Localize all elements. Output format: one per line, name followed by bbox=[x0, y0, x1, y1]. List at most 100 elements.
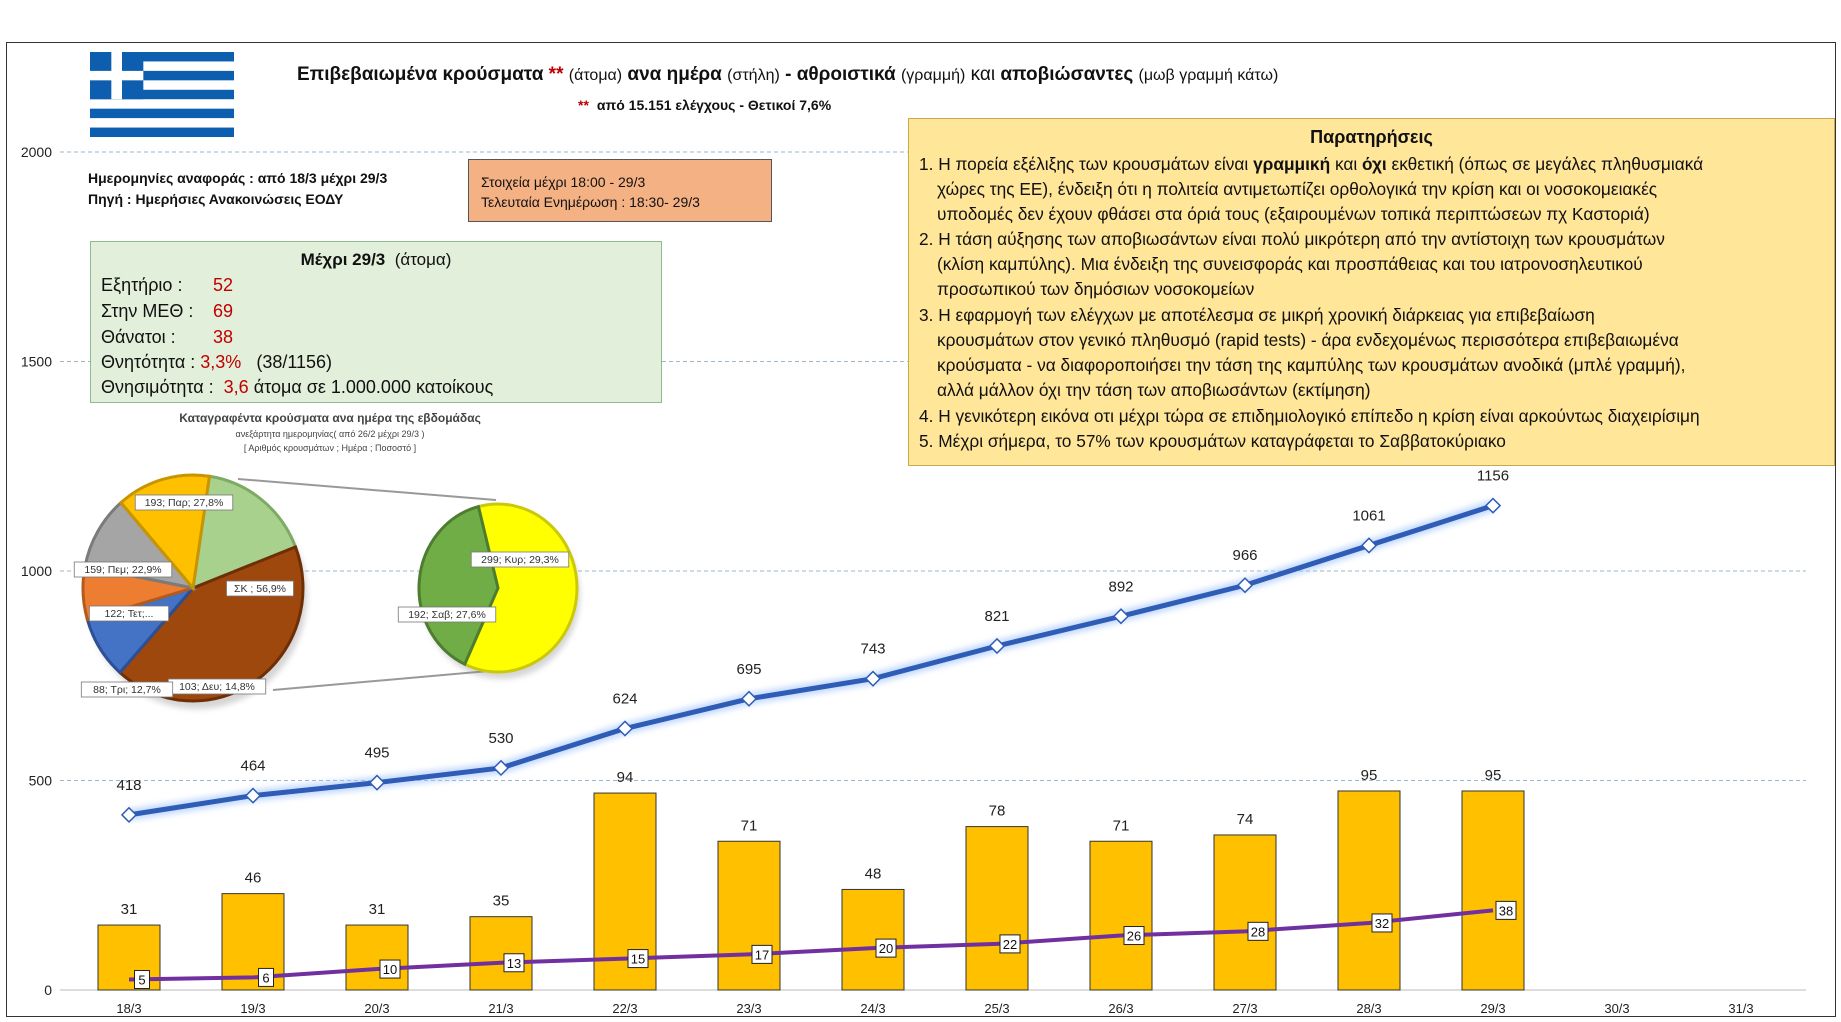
y-tick-label: 0 bbox=[44, 982, 52, 998]
deaths-value-label: 20 bbox=[879, 941, 893, 956]
notes-title: Παρατηρήσεις bbox=[1310, 127, 1433, 147]
bar-value-label: 48 bbox=[865, 865, 882, 882]
cumulative-value-label: 530 bbox=[488, 730, 513, 747]
x-tick-label: 26/3 bbox=[1108, 1001, 1133, 1016]
summary-title: Μέχρι 29/3 (άτομα) bbox=[300, 250, 452, 269]
cumulative-point bbox=[120, 806, 138, 823]
x-tick-label: 30/3 bbox=[1604, 1001, 1629, 1016]
deaths-label-box bbox=[999, 934, 1021, 954]
bar bbox=[965, 826, 1029, 991]
deaths-label-box bbox=[627, 949, 649, 969]
cumulative-value-label: 892 bbox=[1108, 578, 1133, 595]
cumulative-value-label: 495 bbox=[364, 745, 389, 762]
cumulative-value-label: 1061 bbox=[1352, 507, 1385, 524]
cumulative-point bbox=[1484, 497, 1502, 514]
note-line: κρουσμάτων στον γενικό πληθυσμό (rapid t… bbox=[937, 330, 1679, 350]
note-line: προσωπικού των δημόσιων νοσοκομείων bbox=[937, 279, 1255, 299]
cumulative-point bbox=[1236, 577, 1254, 594]
bar bbox=[717, 840, 781, 991]
summary-box: Μέχρι 29/3 (άτομα) Εξητήριο :52 Στην ΜΕΘ… bbox=[90, 241, 662, 403]
note-line: υποδομές δεν έχουν φθάσει στα όριά τους … bbox=[937, 204, 1650, 224]
chart-frame bbox=[6, 42, 1836, 1017]
deaths-label-box bbox=[1247, 921, 1269, 941]
x-tick-label: 24/3 bbox=[860, 1001, 885, 1016]
deaths-value-label: 28 bbox=[1251, 924, 1265, 939]
deaths-value-label: 26 bbox=[1127, 929, 1141, 944]
notes-box: Παρατηρήσεις 1. Η πορεία εξέλιξης των κρ… bbox=[908, 118, 1835, 466]
bar-value-label: 31 bbox=[369, 901, 386, 918]
x-tick-label: 27/3 bbox=[1232, 1001, 1257, 1016]
deaths-value-label: 17 bbox=[755, 947, 769, 962]
deaths-label-box bbox=[1495, 900, 1517, 920]
y-tick-label: 2000 bbox=[21, 144, 52, 160]
deaths-value-label: 38 bbox=[1499, 903, 1513, 918]
deaths-label-box bbox=[258, 967, 274, 987]
x-tick-label: 23/3 bbox=[736, 1001, 761, 1016]
cumulative-value-label: 966 bbox=[1232, 547, 1257, 564]
update-box: Στοιχεία μέχρι 18:00 - 29/3 Τελευταία Εν… bbox=[468, 159, 772, 222]
x-tick-label: 20/3 bbox=[364, 1001, 389, 1016]
cumulative-point bbox=[1112, 608, 1130, 625]
cumulative-line-glow bbox=[128, 499, 1495, 821]
x-tick-label: 19/3 bbox=[240, 1001, 265, 1016]
bar bbox=[1089, 840, 1153, 991]
note-line: 3. Η εφαρμογή των ελέγχων με αποτέλεσμα … bbox=[919, 305, 1595, 325]
deaths-value-label: 32 bbox=[1375, 916, 1389, 931]
x-tick-label: 18/3 bbox=[116, 1001, 141, 1016]
bar-value-label: 46 bbox=[245, 870, 262, 887]
y-tick-label: 500 bbox=[29, 773, 53, 789]
bar-value-label: 71 bbox=[741, 817, 758, 834]
bar bbox=[1461, 790, 1525, 991]
note-line: 5. Μέχρι σήμερα, το 57% των κρουσμάτων κ… bbox=[919, 431, 1506, 451]
note-line: (κλίση καμπύλης). Μια ένδειξη της συνεισ… bbox=[937, 254, 1643, 274]
summary-icu: Στην ΜΕΘ :69 bbox=[101, 301, 234, 321]
note-line: 1. Η πορεία εξέλιξης των κρουσμάτων είνα… bbox=[919, 154, 1704, 174]
cumulative-value-label: 743 bbox=[860, 641, 885, 658]
x-tick-label: 29/3 bbox=[1480, 1001, 1505, 1016]
deaths-label-box bbox=[751, 944, 773, 964]
deaths-value-label: 10 bbox=[383, 962, 397, 977]
x-tick-label: 31/3 bbox=[1728, 1001, 1753, 1016]
cumulative-value-label: 1156 bbox=[1477, 468, 1509, 485]
summary-cfr: Θνητότητα : 3,3% (38/1156) bbox=[101, 352, 333, 372]
y-tick-label: 1000 bbox=[21, 563, 52, 579]
note-line: 4. Η γενικότερη εικόνα οτι μέχρι τώρα σε… bbox=[919, 406, 1700, 426]
note-line: κρούσματα - να διαφοροποιήσει την τάση τ… bbox=[937, 355, 1686, 375]
deaths-value-label: 22 bbox=[1003, 937, 1017, 952]
summary-discharged: Εξητήριο :52 bbox=[101, 275, 234, 295]
greek-flag-icon bbox=[90, 52, 234, 137]
note-line: αλλά μάλλον όχι την τάση των αποβιωσάντω… bbox=[937, 380, 1371, 400]
deaths-label-box bbox=[875, 938, 897, 958]
pie-caption-title: Καταγραφέντα κρούσματα ανα ημέρα της εβδ… bbox=[179, 411, 481, 425]
cumulative-point bbox=[1360, 537, 1378, 554]
bar-value-label: 71 bbox=[1113, 817, 1130, 834]
bar-value-label: 94 bbox=[617, 769, 634, 786]
bar bbox=[345, 924, 409, 991]
deaths-value-label: 15 bbox=[631, 952, 645, 967]
cumulative-value-label: 624 bbox=[612, 691, 637, 708]
cumulative-point bbox=[864, 670, 882, 687]
deaths-label-box bbox=[134, 970, 150, 990]
bar-value-label: 78 bbox=[989, 803, 1006, 820]
x-tick-label: 25/3 bbox=[984, 1001, 1009, 1016]
pie-caption-sub1: ανεξάρτητα ημερομηνίας( από 26/2 μέχρι 2… bbox=[235, 429, 425, 439]
deaths-label-box bbox=[379, 959, 401, 979]
cumulative-point bbox=[244, 787, 262, 804]
reference-source: Πηγή : Ημερήσιες Ανακοινώσεις ΕΟΔΥ bbox=[88, 191, 344, 207]
deaths-label-box bbox=[1371, 913, 1393, 933]
cumulative-value-label: 464 bbox=[240, 758, 265, 775]
x-tick-label: 28/3 bbox=[1356, 1001, 1381, 1016]
cumulative-value-label: 418 bbox=[116, 777, 141, 794]
cumulative-point bbox=[616, 720, 634, 737]
cumulative-value-label: 821 bbox=[984, 608, 1009, 625]
reference-dates: Ημερομηνίες αναφοράς : από 18/3 μέχρι 29… bbox=[88, 170, 388, 186]
summary-mortality: Θνησιμότητα : 3,6 άτομα σε 1.000.000 κατ… bbox=[101, 377, 494, 397]
y-tick-label: 1500 bbox=[21, 354, 52, 370]
deaths-label-box bbox=[1123, 926, 1145, 946]
note-line: 2. Η τάση αύξησης των αποβιωσάντων είναι… bbox=[919, 229, 1665, 249]
cumulative-line bbox=[128, 503, 1494, 818]
note-line: χώρες της ΕΕ), ένδειξη ότι η πολιτεία αν… bbox=[937, 179, 1658, 199]
bar bbox=[1337, 790, 1401, 991]
chart-title: Επιβεβαιωμένα κρούσματα ** (άτομα) ανα η… bbox=[297, 64, 1279, 85]
